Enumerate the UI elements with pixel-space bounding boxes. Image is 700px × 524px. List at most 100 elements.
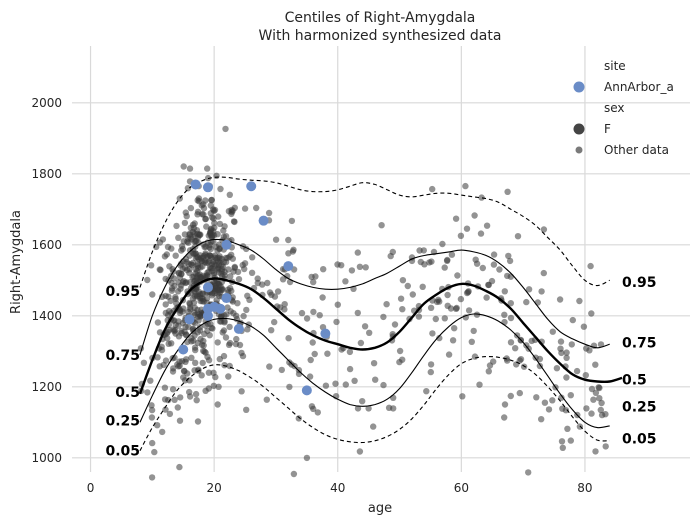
- y-tick-label: 1800: [31, 167, 62, 181]
- other-data-point: [173, 300, 180, 307]
- centile-label-left: 0.05: [105, 444, 140, 460]
- other-data-point: [230, 268, 237, 275]
- other-data-point: [206, 332, 213, 339]
- site-data-point: [202, 310, 213, 321]
- other-data-point: [192, 359, 199, 366]
- other-data-point: [419, 283, 426, 290]
- site-data-point: [283, 261, 294, 272]
- other-data-point: [483, 294, 490, 301]
- other-data-point: [193, 397, 200, 404]
- other-data-point: [308, 403, 316, 410]
- centile-lines: [138, 176, 623, 451]
- other-data-point: [597, 341, 605, 348]
- legend: site AnnArbor_a sex F Other data: [573, 59, 674, 157]
- y-tick-label: 1200: [31, 380, 62, 394]
- other-data-point: [485, 368, 492, 375]
- other-data-point: [156, 266, 163, 273]
- other-data-point: [354, 405, 362, 412]
- other-data-point: [588, 410, 595, 417]
- other-data-point: [465, 288, 472, 295]
- other-data-point: [205, 369, 213, 376]
- other-data-point: [295, 415, 302, 422]
- legend-other-entry: Other data: [604, 143, 669, 157]
- other-data-point: [311, 350, 318, 358]
- other-data-point: [214, 401, 221, 408]
- other-data-point: [588, 385, 596, 393]
- other-data-point: [193, 293, 201, 300]
- other-data-point: [238, 388, 245, 395]
- legend-other-marker: [575, 146, 583, 154]
- other-data-point: [158, 343, 165, 350]
- other-data-point: [200, 205, 208, 212]
- legend-site-entry: AnnArbor_a: [604, 80, 674, 94]
- other-data-point: [171, 396, 178, 403]
- other-data-point: [558, 394, 565, 401]
- other-data-point: [151, 448, 158, 456]
- other-data-point: [512, 345, 519, 352]
- other-data-point: [596, 395, 603, 402]
- other-data-point: [463, 225, 471, 232]
- other-data-point: [182, 255, 190, 263]
- other-data-point: [553, 365, 561, 372]
- other-data-point: [187, 306, 194, 313]
- other-data-point: [169, 368, 177, 375]
- other-data-point: [166, 263, 173, 270]
- other-data-point: [588, 310, 595, 317]
- other-data-point: [504, 188, 511, 195]
- other-data-point: [448, 251, 456, 258]
- other-data-point: [182, 209, 189, 216]
- other-data-point: [538, 288, 545, 295]
- other-data-point: [587, 262, 594, 270]
- other-data-point: [303, 315, 311, 322]
- other-data-point: [253, 204, 260, 212]
- site-data-point: [202, 182, 213, 193]
- other-data-point: [514, 233, 522, 240]
- other-data-point: [218, 270, 225, 277]
- other-data-point: [471, 212, 478, 219]
- other-data-point: [188, 236, 195, 243]
- other-data-point: [194, 306, 201, 314]
- other-data-point: [281, 301, 288, 308]
- other-data-point: [188, 335, 195, 342]
- other-data-point: [444, 291, 451, 299]
- other-data-point: [264, 279, 271, 287]
- x-tick-label: 40: [330, 481, 345, 495]
- other-data-point: [432, 315, 439, 323]
- other-data-point: [383, 301, 390, 308]
- other-data-point: [476, 381, 483, 388]
- other-data-point: [488, 277, 496, 285]
- other-data-point: [290, 470, 298, 478]
- other-data-point: [567, 392, 574, 399]
- other-data-point: [505, 252, 512, 260]
- other-data-point: [215, 383, 222, 390]
- other-data-point: [501, 401, 509, 408]
- other-data-point: [416, 247, 423, 254]
- other-data-point: [309, 339, 316, 346]
- other-data-point: [408, 254, 416, 261]
- other-data-point: [216, 220, 224, 228]
- other-data-point: [180, 374, 187, 381]
- other-data-point: [525, 286, 533, 293]
- other-data-point: [447, 305, 455, 312]
- other-data-point: [452, 215, 460, 222]
- y-tick-label: 1400: [31, 309, 62, 323]
- centile-line-0.5: [138, 277, 623, 395]
- other-data-point: [507, 300, 514, 307]
- other-data-point: [148, 402, 155, 409]
- other-data-point: [166, 410, 174, 418]
- other-data-point: [462, 182, 469, 190]
- other-data-point: [161, 396, 169, 403]
- legend-site-title: site: [604, 59, 626, 73]
- other-data-point: [506, 257, 514, 265]
- other-data-point: [427, 368, 434, 376]
- other-data-point: [285, 236, 292, 244]
- other-data-point: [214, 339, 221, 346]
- other-data-point: [197, 335, 204, 343]
- other-data-point: [397, 295, 405, 302]
- other-data-point: [176, 463, 183, 471]
- other-data-point: [210, 382, 217, 389]
- other-data-point: [229, 298, 236, 305]
- site-data-point: [258, 215, 269, 226]
- other-data-point: [198, 341, 206, 349]
- other-data-point: [181, 219, 189, 227]
